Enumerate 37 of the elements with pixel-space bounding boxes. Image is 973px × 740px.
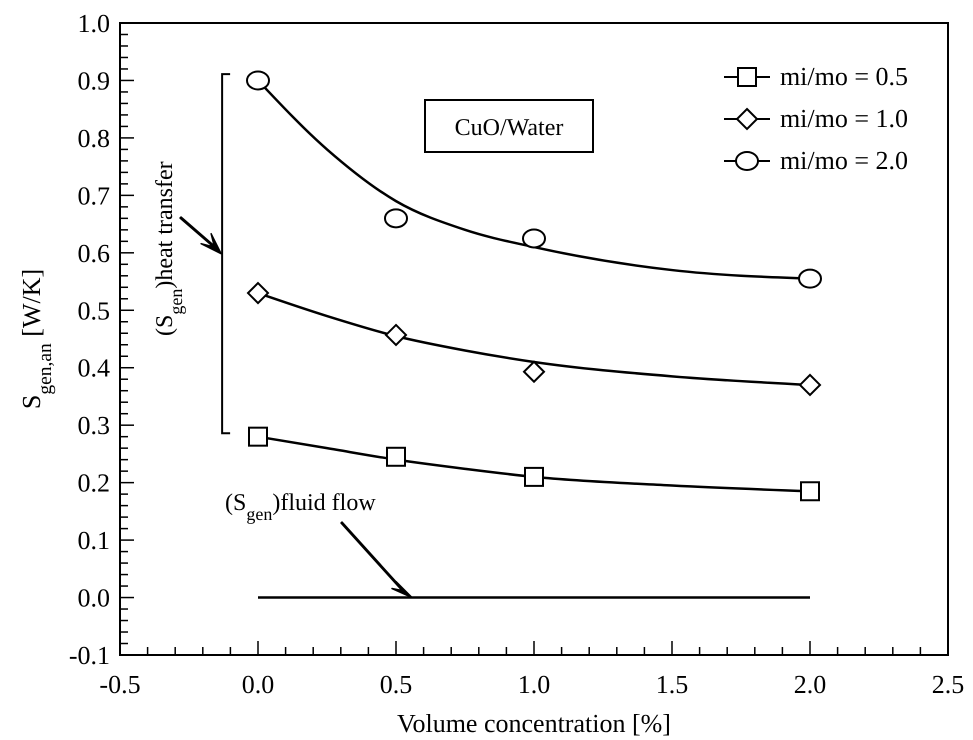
y-tick-label: 0.0 [78,584,110,613]
x-tick-label: -0.5 [99,670,141,699]
annotation: CuO/Water [454,115,564,141]
point [799,374,821,396]
x-tick-label: 0.0 [242,670,274,699]
legend-label: mi/mo = 2.0 [780,145,908,177]
y-tick-label: 0.2 [78,468,110,498]
point [384,208,408,228]
y-tick-label: 1.0 [78,9,110,38]
point [386,446,406,467]
point [246,70,270,90]
x-tick-label: 0.5 [380,670,412,699]
y-tick-label: 0.1 [78,526,110,556]
annotation: (S$_{gen}$)fluid flow [225,490,376,524]
y-tick-label: 0.7 [78,181,110,210]
y-tick-label: 0.8 [78,124,110,153]
point [385,324,407,346]
legend-label: mi/mo = 1.0 [780,103,908,135]
y-tick-label: 0.3 [78,411,110,440]
x-axis-title: Volume concentration [%] [397,709,671,738]
y-tick-label: 0.5 [78,296,110,326]
y-tick-label: 0.4 [78,354,110,383]
legend-label: mi/mo = 0.5 [780,61,908,93]
point [522,228,546,248]
point [247,282,269,304]
x-tick-label: 2.0 [794,670,826,699]
point [248,426,268,447]
x-tick-label: 1.5 [656,670,688,699]
point [524,466,544,487]
y-tick-label: -0.1 [68,641,110,670]
x-tick-label: 1.0 [518,670,550,699]
y-tick-label: 0.6 [78,238,110,268]
point [800,481,820,502]
x-tick-label: 2.5 [932,670,964,699]
point [523,360,545,383]
y-tick-label: 0.9 [78,66,110,96]
point [798,268,822,289]
